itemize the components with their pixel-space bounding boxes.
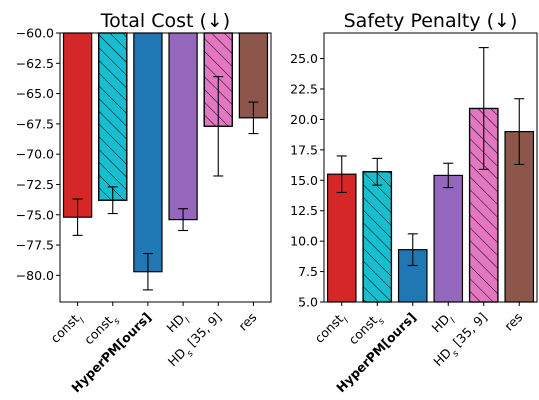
chart-title: Total Cost (↓) [100, 10, 230, 32]
y-tick-label: 25.0 [290, 51, 318, 66]
bar [326, 173, 357, 303]
error-bar [336, 155, 347, 194]
axes-frame [323, 32, 538, 303]
axes-frame [59, 32, 272, 303]
y-tick-label: −65.0 [16, 86, 54, 101]
error-bar [107, 186, 118, 215]
error-bar [407, 233, 418, 267]
error-bar [372, 157, 383, 186]
y-tick-label: −80.0 [16, 268, 54, 283]
error-bar [443, 162, 454, 189]
y-tick-label: −75.0 [16, 207, 54, 222]
y-tick-label: 10.0 [290, 234, 318, 249]
y-tick-label: −72.5 [16, 177, 54, 192]
x-tick-label: constl [47, 309, 87, 349]
y-tick-label: 17.5 [290, 142, 318, 157]
error-bar [213, 76, 224, 177]
error-bar [514, 98, 525, 166]
y-tick-label: 5.0 [298, 295, 318, 310]
x-tick-label: constl [312, 309, 352, 349]
y-tick-label: 7.5 [298, 264, 318, 279]
bar [62, 32, 93, 218]
x-tick-label: res [501, 310, 525, 334]
bar [133, 32, 163, 273]
x-tick-label: res [235, 310, 259, 334]
y-tick-label: −62.5 [16, 56, 54, 71]
error-bar [142, 252, 153, 291]
bar [168, 32, 198, 221]
y-tick-label: −67.5 [16, 116, 54, 131]
bar-hatch [362, 171, 393, 303]
error-bar [178, 208, 189, 232]
bar [433, 174, 464, 303]
safety-penalty-chart: Safety Penalty (↓) 5.0 7.5 10.0 12.5 15.0 17.… [290, 10, 538, 395]
y-tick-label: 12.5 [290, 203, 318, 218]
y-tick-label: −70.0 [16, 147, 54, 162]
error-bar [478, 47, 489, 170]
bar-hatch [98, 32, 128, 201]
error-bar [72, 198, 83, 236]
y-tick-label: −60.0 [16, 26, 54, 41]
y-tick-label: 20.0 [290, 112, 318, 127]
y-tick-label: 22.5 [290, 81, 318, 96]
total-cost-chart: Total Cost (↓) −60.0 −62.5 −65.0 −67.5 −70.0… [16, 10, 272, 395]
error-bar [248, 101, 259, 135]
y-tick-label: 15.0 [290, 173, 318, 188]
chart-title: Safety Penalty (↓) [344, 10, 518, 32]
y-tick-label: −77.5 [16, 238, 54, 253]
